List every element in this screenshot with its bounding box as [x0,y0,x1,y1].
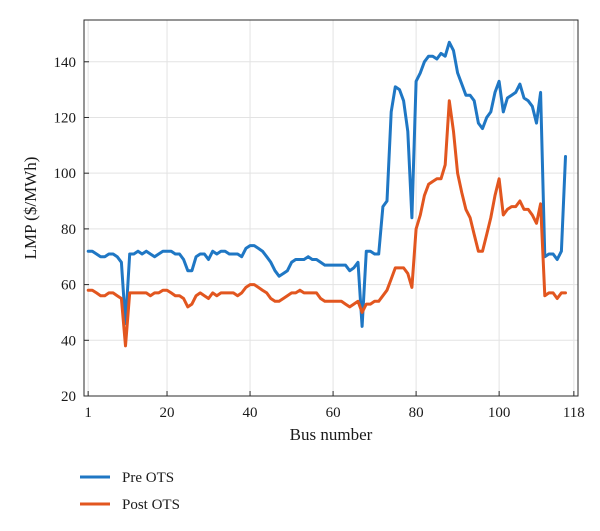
y-axis-label: LMP ($/MWh) [21,157,40,260]
x-tick-label: 60 [326,405,341,421]
y-tick-label: 80 [61,222,76,238]
series-layer [86,40,567,348]
y-tick-label: 40 [61,333,76,349]
legend-label-pre-ots: Pre OTS [122,470,174,486]
x-tick-label: 100 [488,405,511,421]
x-tick-labels: 1 20 40 60 80 100 118 [84,391,585,421]
y-tick-label: 20 [61,389,76,405]
series-line-post-ots [86,99,567,348]
y-tick-label: 120 [54,110,77,126]
y-tick-labels: 20 40 60 80 100 120 140 [54,55,89,405]
x-axis-label: Bus number [290,425,373,444]
y-tick-label: 60 [61,278,76,294]
legend-label-post-ots: Post OTS [122,497,180,513]
x-tick-label: 20 [160,405,175,421]
plot-area [84,20,578,396]
x-tick-label: 1 [84,405,92,421]
plot-frame [83,19,579,397]
x-tick-label: 118 [563,405,585,421]
y-tick-label: 140 [54,55,77,71]
legend: Pre OTS Post OTS [80,470,180,513]
x-tick-label: 80 [409,405,424,421]
x-tick-label: 40 [243,405,258,421]
series-line-pre-ots [86,40,567,328]
y-tick-label: 100 [54,166,77,182]
